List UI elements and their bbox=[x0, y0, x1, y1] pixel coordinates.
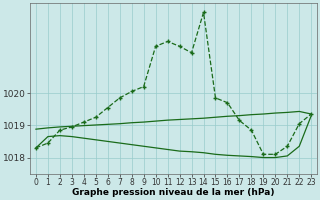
X-axis label: Graphe pression niveau de la mer (hPa): Graphe pression niveau de la mer (hPa) bbox=[72, 188, 275, 197]
